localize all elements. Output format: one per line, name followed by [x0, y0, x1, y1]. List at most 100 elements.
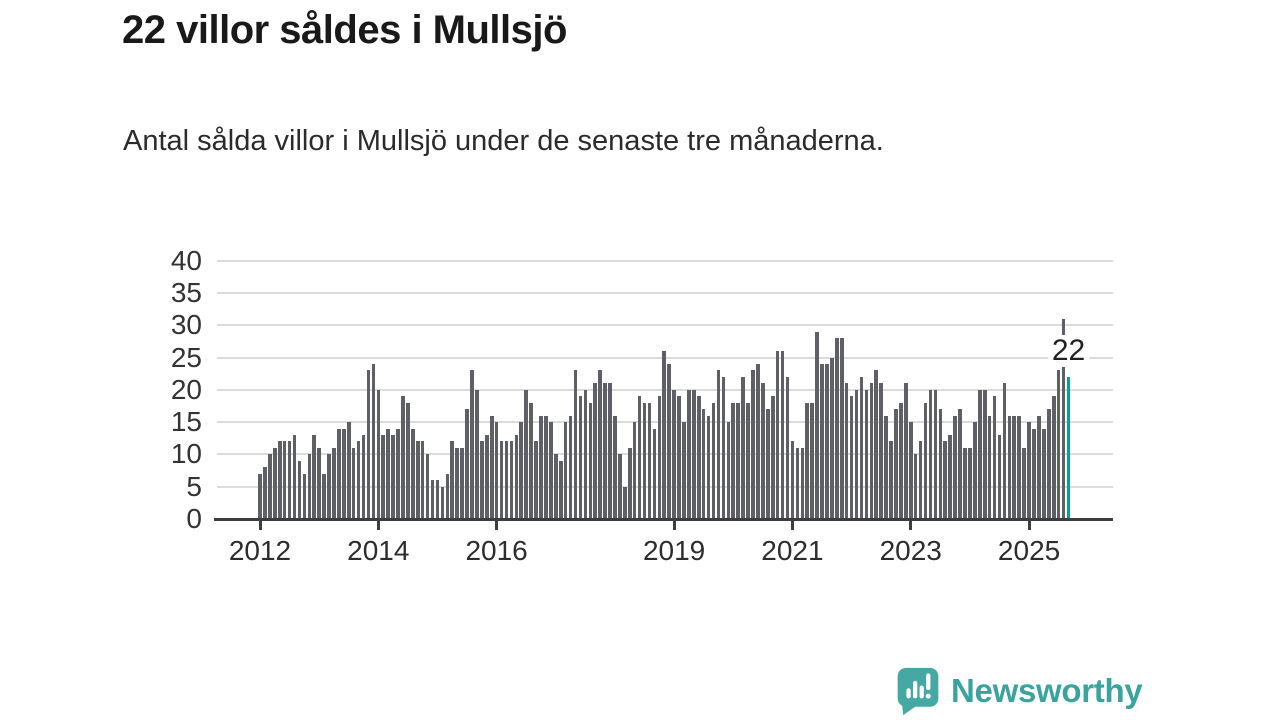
bar — [297, 460, 302, 519]
bar — [514, 435, 519, 519]
bar — [908, 422, 913, 519]
bar — [396, 428, 400, 519]
x-axis-label: 2023 — [879, 535, 942, 566]
bar — [1061, 318, 1066, 519]
bar — [692, 389, 696, 519]
bar — [534, 441, 538, 519]
gridline — [217, 324, 1113, 327]
bar — [287, 441, 292, 519]
bar — [687, 389, 691, 519]
gridline — [217, 259, 1113, 262]
bar — [637, 396, 642, 519]
bar — [672, 389, 676, 519]
gridline — [217, 291, 1113, 294]
newsworthy-wordmark: Newsworthy — [951, 672, 1143, 709]
bar — [904, 383, 908, 519]
bar — [973, 422, 977, 519]
bar — [948, 435, 952, 519]
x-axis-tick — [909, 520, 913, 530]
bar — [371, 363, 376, 519]
bar — [869, 383, 874, 519]
bar — [386, 428, 390, 519]
bar — [1007, 415, 1012, 519]
bar — [425, 454, 430, 519]
x-axis-label: 2014 — [347, 535, 410, 566]
bar — [302, 473, 307, 519]
bar — [854, 389, 859, 519]
bar — [667, 363, 671, 519]
bar — [623, 486, 627, 519]
newsworthy-bars-exclamation-icon — [897, 667, 939, 716]
y-axis-label: 5 — [186, 470, 202, 502]
x-axis-tick — [1027, 520, 1031, 530]
bar — [741, 376, 745, 519]
bar — [775, 351, 780, 519]
bar — [849, 396, 854, 519]
bar — [603, 383, 607, 519]
bar — [381, 435, 386, 519]
bar — [272, 447, 277, 519]
bar — [258, 473, 262, 519]
bar — [391, 435, 395, 519]
bar — [445, 473, 450, 519]
bar — [420, 441, 425, 519]
bar — [889, 441, 893, 519]
bar — [356, 441, 361, 519]
bar — [874, 370, 879, 519]
bar — [578, 396, 583, 519]
newsworthy-logo: Newsworthy — [895, 666, 1143, 716]
x-axis-tick — [376, 520, 380, 530]
bar — [342, 428, 346, 519]
bar — [1047, 409, 1051, 519]
y-axis-label: 15 — [170, 406, 202, 438]
bar — [608, 383, 612, 519]
bar — [953, 415, 957, 519]
bar — [361, 435, 366, 519]
bar — [415, 441, 420, 519]
bar — [894, 409, 898, 519]
bar — [593, 383, 598, 519]
bar — [844, 383, 849, 519]
bar — [401, 396, 405, 519]
bar — [440, 486, 445, 519]
bar — [662, 351, 667, 519]
bar — [943, 441, 948, 519]
last-value-label: 22 — [1047, 334, 1090, 367]
bar — [470, 370, 474, 519]
bar — [568, 415, 573, 519]
bar — [450, 441, 455, 519]
bar — [1017, 415, 1021, 519]
bar — [1022, 447, 1026, 519]
bar — [825, 363, 829, 519]
bar — [351, 447, 356, 519]
bar — [322, 473, 326, 519]
bar — [765, 409, 770, 519]
bar — [810, 402, 814, 519]
bar — [1056, 370, 1061, 519]
bar — [558, 460, 563, 519]
x-axis-line — [214, 517, 1113, 521]
bar — [677, 396, 681, 519]
bar — [711, 402, 716, 519]
bar — [277, 441, 282, 519]
bar — [751, 370, 755, 519]
bar — [982, 389, 987, 519]
bar — [1027, 422, 1031, 519]
x-axis-label: 2016 — [465, 535, 528, 566]
bar — [780, 351, 785, 519]
bar — [494, 422, 499, 519]
bar — [899, 402, 903, 519]
bar — [307, 454, 312, 519]
bar — [647, 402, 652, 519]
bar — [706, 415, 711, 519]
bar — [480, 441, 484, 519]
bar — [785, 376, 790, 519]
bar — [366, 370, 371, 519]
bar — [292, 435, 297, 519]
bar — [726, 422, 731, 519]
bar — [509, 441, 514, 519]
bar — [268, 454, 272, 519]
x-axis-tick — [790, 520, 794, 530]
